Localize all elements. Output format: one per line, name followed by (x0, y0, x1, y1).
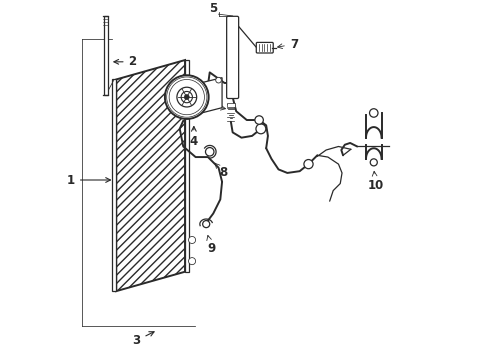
Polygon shape (116, 60, 185, 291)
Circle shape (203, 221, 210, 228)
Circle shape (216, 77, 221, 83)
Circle shape (256, 124, 266, 134)
Text: 5: 5 (209, 3, 218, 15)
Text: 6: 6 (207, 99, 225, 112)
Polygon shape (197, 78, 222, 114)
FancyBboxPatch shape (256, 42, 273, 53)
Text: 8: 8 (215, 163, 228, 179)
Text: 2: 2 (114, 55, 137, 68)
Circle shape (177, 87, 196, 107)
Text: 3: 3 (132, 332, 154, 347)
Circle shape (165, 75, 209, 119)
FancyBboxPatch shape (112, 80, 116, 291)
FancyBboxPatch shape (227, 103, 235, 107)
Circle shape (255, 116, 263, 124)
Circle shape (304, 159, 313, 169)
FancyBboxPatch shape (185, 60, 189, 272)
Circle shape (205, 148, 214, 156)
Bar (104, 16, 108, 95)
Circle shape (370, 159, 377, 166)
Circle shape (181, 91, 193, 103)
Circle shape (189, 237, 196, 243)
Text: 7: 7 (277, 38, 298, 51)
Circle shape (184, 95, 189, 100)
Text: 10: 10 (368, 171, 384, 192)
Circle shape (369, 109, 378, 117)
Text: 4: 4 (190, 126, 198, 148)
Text: 9: 9 (207, 235, 216, 255)
Circle shape (189, 258, 196, 265)
Text: 1: 1 (67, 174, 110, 186)
FancyBboxPatch shape (227, 16, 239, 99)
